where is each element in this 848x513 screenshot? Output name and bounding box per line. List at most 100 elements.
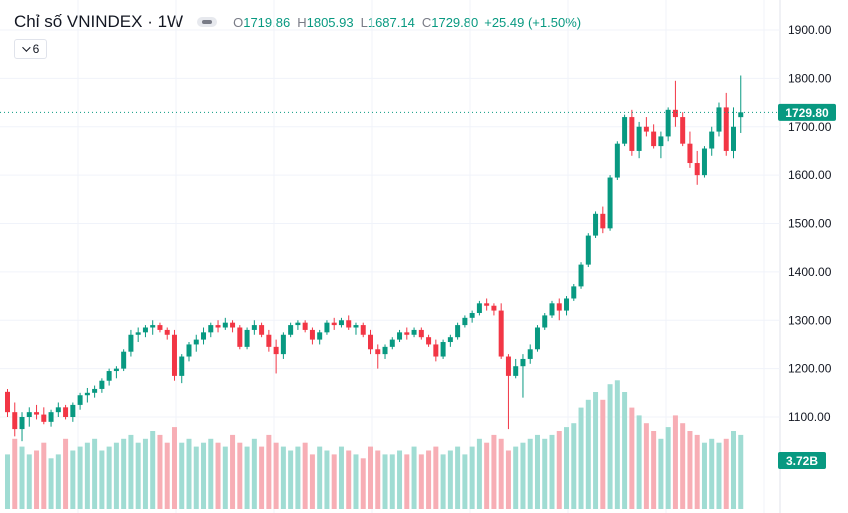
candle[interactable] [418, 327, 424, 340]
candle[interactable] [556, 298, 562, 321]
candle[interactable] [295, 320, 301, 330]
candle[interactable] [629, 109, 635, 156]
symbol-title[interactable]: Chỉ số VNINDEX · 1W [14, 12, 184, 31]
candle[interactable] [513, 358, 519, 379]
legend-collapse-button[interactable] [197, 17, 218, 27]
candle[interactable] [179, 354, 185, 384]
candle[interactable] [215, 320, 221, 333]
candle[interactable] [520, 354, 526, 398]
candle[interactable] [549, 300, 555, 318]
candle[interactable] [731, 107, 736, 159]
candle[interactable] [121, 349, 127, 372]
candle[interactable] [309, 327, 315, 345]
candle[interactable] [658, 131, 664, 159]
candle[interactable] [498, 303, 504, 359]
candle[interactable] [171, 329, 177, 381]
candle[interactable] [70, 402, 76, 422]
candle[interactable] [251, 320, 257, 335]
candle[interactable] [491, 303, 497, 316]
candle[interactable] [99, 378, 105, 393]
candle[interactable] [404, 327, 410, 340]
candle[interactable] [338, 317, 344, 328]
candle[interactable] [19, 412, 25, 442]
candle[interactable] [48, 409, 54, 427]
candle[interactable] [55, 402, 61, 417]
candle[interactable] [201, 327, 207, 345]
candle[interactable] [462, 315, 468, 328]
candle[interactable] [12, 402, 18, 437]
candle[interactable] [578, 262, 584, 289]
candle[interactable] [389, 337, 395, 350]
candle[interactable] [585, 233, 591, 268]
candle[interactable] [63, 404, 69, 420]
candle[interactable] [607, 175, 613, 231]
candle[interactable] [382, 344, 388, 359]
candle[interactable] [542, 312, 548, 330]
candle[interactable] [84, 387, 90, 403]
candle[interactable] [484, 298, 490, 311]
candle[interactable] [636, 121, 642, 159]
indicators-toggle-button[interactable]: 6 [14, 39, 47, 59]
candle[interactable] [353, 322, 359, 335]
candle[interactable] [266, 329, 272, 352]
candle[interactable] [346, 315, 352, 330]
candle[interactable] [672, 80, 678, 127]
candle[interactable] [41, 407, 47, 425]
candle[interactable] [505, 354, 511, 430]
candle[interactable] [26, 407, 32, 427]
candle[interactable] [186, 342, 192, 362]
candle[interactable] [571, 283, 577, 301]
candle[interactable] [5, 388, 10, 417]
candle[interactable] [150, 320, 156, 335]
candle[interactable] [375, 344, 381, 369]
candle[interactable] [680, 112, 686, 147]
candle[interactable] [527, 344, 533, 364]
candle[interactable] [368, 329, 373, 355]
candle[interactable] [302, 320, 308, 333]
candle[interactable] [651, 124, 657, 149]
candle[interactable] [135, 327, 141, 343]
candle[interactable] [273, 339, 279, 374]
candle[interactable] [288, 322, 294, 338]
candle[interactable] [716, 102, 722, 137]
candle[interactable] [113, 366, 119, 379]
candle[interactable] [208, 322, 214, 338]
candle[interactable] [440, 339, 446, 359]
candle[interactable] [694, 150, 700, 185]
candle[interactable] [534, 325, 540, 352]
candle[interactable] [222, 317, 228, 330]
candle[interactable] [593, 211, 599, 239]
candle[interactable] [259, 322, 265, 338]
candle[interactable] [709, 126, 715, 156]
candle[interactable] [331, 317, 337, 330]
candle[interactable] [687, 131, 693, 168]
candle[interactable] [622, 114, 628, 147]
candle[interactable] [433, 339, 439, 362]
candle[interactable] [455, 322, 461, 340]
candle[interactable] [447, 334, 453, 347]
candle[interactable] [317, 329, 323, 345]
candle[interactable] [411, 327, 417, 338]
candle[interactable] [164, 327, 170, 340]
candle[interactable] [142, 325, 148, 338]
candle[interactable] [701, 146, 707, 178]
candle[interactable] [280, 332, 286, 359]
candle[interactable] [324, 320, 330, 335]
candle[interactable] [738, 75, 744, 133]
candle[interactable] [564, 296, 570, 316]
candle[interactable] [723, 92, 729, 156]
candle[interactable] [643, 117, 649, 137]
candle[interactable] [106, 368, 112, 386]
candle[interactable] [360, 322, 366, 338]
candle[interactable] [665, 107, 671, 142]
candle[interactable] [92, 385, 98, 398]
candle[interactable] [157, 322, 163, 333]
candle[interactable] [426, 334, 432, 347]
candle[interactable] [193, 334, 199, 352]
candle[interactable] [128, 329, 134, 357]
candle[interactable] [469, 310, 475, 323]
candle[interactable] [77, 392, 83, 410]
candle[interactable] [34, 404, 40, 420]
candle[interactable] [244, 327, 250, 350]
